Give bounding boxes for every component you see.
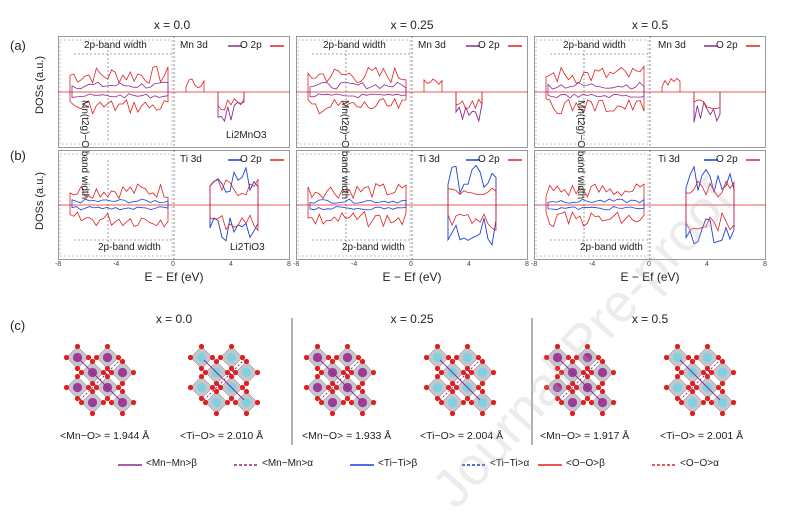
x-tick-2-4: 8 — [763, 261, 767, 268]
legend-o-a0: O 2p — [240, 40, 262, 51]
x-tick-2-1: -4 — [589, 261, 596, 268]
x-tick-0-0: -8 — [55, 261, 62, 268]
x-tick-2-3: 4 — [705, 261, 709, 268]
legend-mn-a0: Mn 3d — [180, 40, 208, 51]
band-width-label-b0: 2p-band width — [98, 242, 161, 253]
x-tick-1-4: 8 — [525, 261, 529, 268]
mn-o-bond-2: <Mn−O> = 1.917 Å — [540, 430, 630, 442]
legend-mn-mn-beta: <Mn−Mn>β — [146, 458, 198, 469]
legend-o-a1: O 2p — [478, 40, 500, 51]
legend-mn-a2: Mn 3d — [658, 40, 686, 51]
c-header-1: x = 0.25 — [390, 312, 434, 326]
panel-label-c: (c) — [10, 318, 26, 333]
mn-o-bond-1: <Mn−O> = 1.933 Å — [302, 430, 392, 442]
x-tick-2-2: 0 — [647, 261, 651, 268]
col-header-1: x = 0.25 — [390, 18, 434, 32]
legend-o-b1: O 2p — [478, 154, 500, 165]
mn-band-label-0: Mn(t2g)−O band width — [79, 100, 90, 200]
x-tick-2-0: -8 — [531, 261, 538, 268]
panel-label-b: (b) — [10, 148, 26, 163]
x-axis-title-2: E − Ef (eV) — [620, 270, 680, 284]
c-header-2: x = 0.5 — [631, 312, 669, 326]
ti-o-bond-1: <Ti−O> = 2.004 Å — [420, 430, 504, 442]
x-axis-title-0: E − Ef (eV) — [144, 270, 204, 284]
legend-ti-ti-beta: <Ti−Ti>β — [378, 458, 418, 469]
x-tick-0-2: 0 — [171, 261, 175, 268]
x-tick-1-0: -8 — [293, 261, 300, 268]
compound-label-b: Li2TiO3 — [230, 242, 265, 253]
mn-o-bond-0: <Mn−O> = 1.944 Å — [60, 430, 150, 442]
x-tick-1-1: -4 — [351, 261, 358, 268]
legend-ti-b2: Ti 3d — [658, 154, 680, 165]
legend-ti-ti-alpha: <Ti−Ti>α — [490, 458, 530, 469]
x-tick-1-2: 0 — [409, 261, 413, 268]
x-tick-0-3: 4 — [229, 261, 233, 268]
legend-mn-mn-alpha: <Mn−Mn>α — [262, 458, 314, 469]
ti-o-bond-0: <Ti−O> = 2.010 Å — [180, 430, 264, 442]
legend-mn-a1: Mn 3d — [418, 40, 446, 51]
band-width-label-b1: 2p-band width — [342, 242, 405, 253]
compound-label-a: Li2MnO3 — [226, 130, 267, 141]
band-width-label-a1: 2p-band width — [323, 40, 386, 51]
band-width-label-a0: 2p-band width — [84, 40, 147, 51]
panel-label-a: (a) — [10, 38, 26, 53]
legend-o-o-beta: <O−O>β — [566, 458, 605, 469]
x-tick-0-4: 8 — [287, 261, 291, 268]
col-header-2: x = 0.5 — [631, 18, 669, 32]
figure-drawing — [58, 36, 766, 466]
legend-o-b0: O 2p — [240, 154, 262, 165]
x-tick-0-1: -4 — [113, 261, 120, 268]
col-header-0: x = 0.0 — [153, 18, 191, 32]
legend-o-a2: O 2p — [716, 40, 738, 51]
band-width-label-b2: 2p-band width — [580, 242, 643, 253]
legend-o-b2: O 2p — [716, 154, 738, 165]
x-axis-title-1: E − Ef (eV) — [382, 270, 442, 284]
ti-o-bond-2: <Ti−O> = 2.001 Å — [660, 430, 744, 442]
legend-o-o-alpha: <O−O>α — [680, 458, 719, 469]
legend-ti-b1: Ti 3d — [418, 154, 440, 165]
mn-band-label-1: Mn(t2g)−O band width — [339, 100, 350, 200]
c-header-0: x = 0.0 — [155, 312, 193, 326]
mn-band-label-2: Mn(t2g)−O band width — [575, 100, 586, 200]
x-tick-1-3: 4 — [467, 261, 471, 268]
legend-ti-b0: Ti 3d — [180, 154, 202, 165]
band-width-label-a2: 2p-band width — [563, 40, 626, 51]
